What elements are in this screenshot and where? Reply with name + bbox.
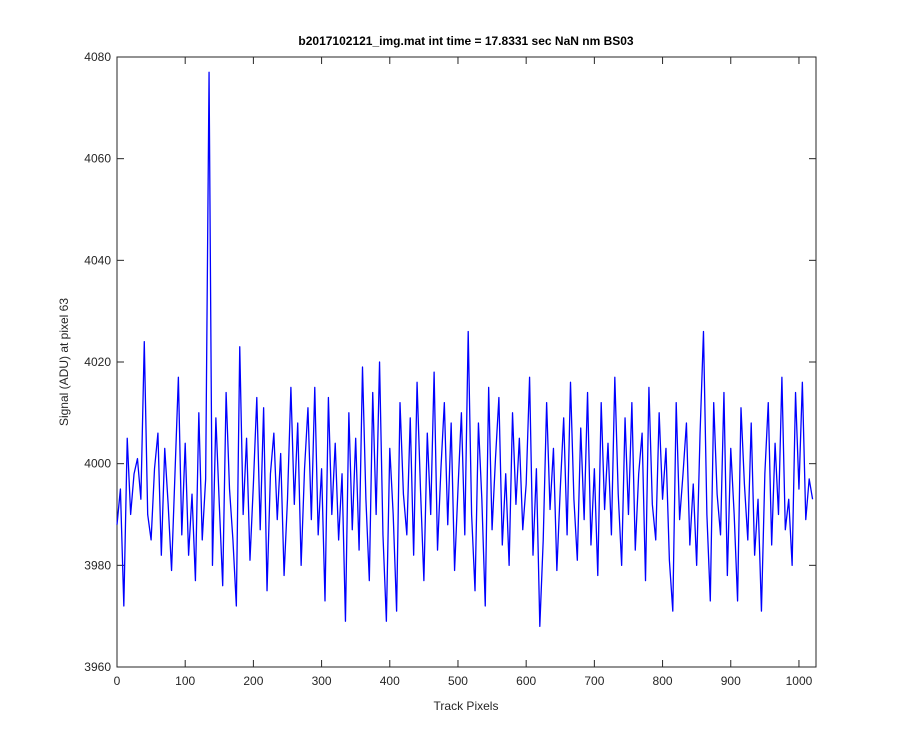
x-tick-label: 800 (653, 674, 673, 688)
y-tick-label: 4000 (84, 457, 111, 471)
x-tick-label: 100 (175, 674, 195, 688)
y-tick-label: 3980 (84, 558, 111, 572)
x-tick-label: 300 (312, 674, 332, 688)
data-line (116, 71, 814, 627)
y-tick-label: 4020 (84, 355, 111, 369)
y-tick-label: 4060 (84, 152, 111, 166)
chart-title: b2017102121_img.mat int time = 17.8331 s… (298, 34, 634, 48)
x-tick-label: 0 (114, 674, 121, 688)
x-tick-label: 600 (516, 674, 536, 688)
y-tick-label: 3960 (84, 660, 111, 674)
y-axis-label: Signal (ADU) at pixel 63 (57, 298, 71, 426)
x-axis-label: Track Pixels (434, 699, 499, 713)
x-tick-label: 900 (721, 674, 741, 688)
x-tick-label: 1000 (786, 674, 813, 688)
x-tick-label: 500 (448, 674, 468, 688)
y-tick-label: 4040 (84, 253, 111, 267)
y-tick-label: 4080 (84, 50, 111, 64)
x-tick-label: 700 (584, 674, 604, 688)
x-tick-label: 400 (380, 674, 400, 688)
x-tick-label: 200 (243, 674, 263, 688)
